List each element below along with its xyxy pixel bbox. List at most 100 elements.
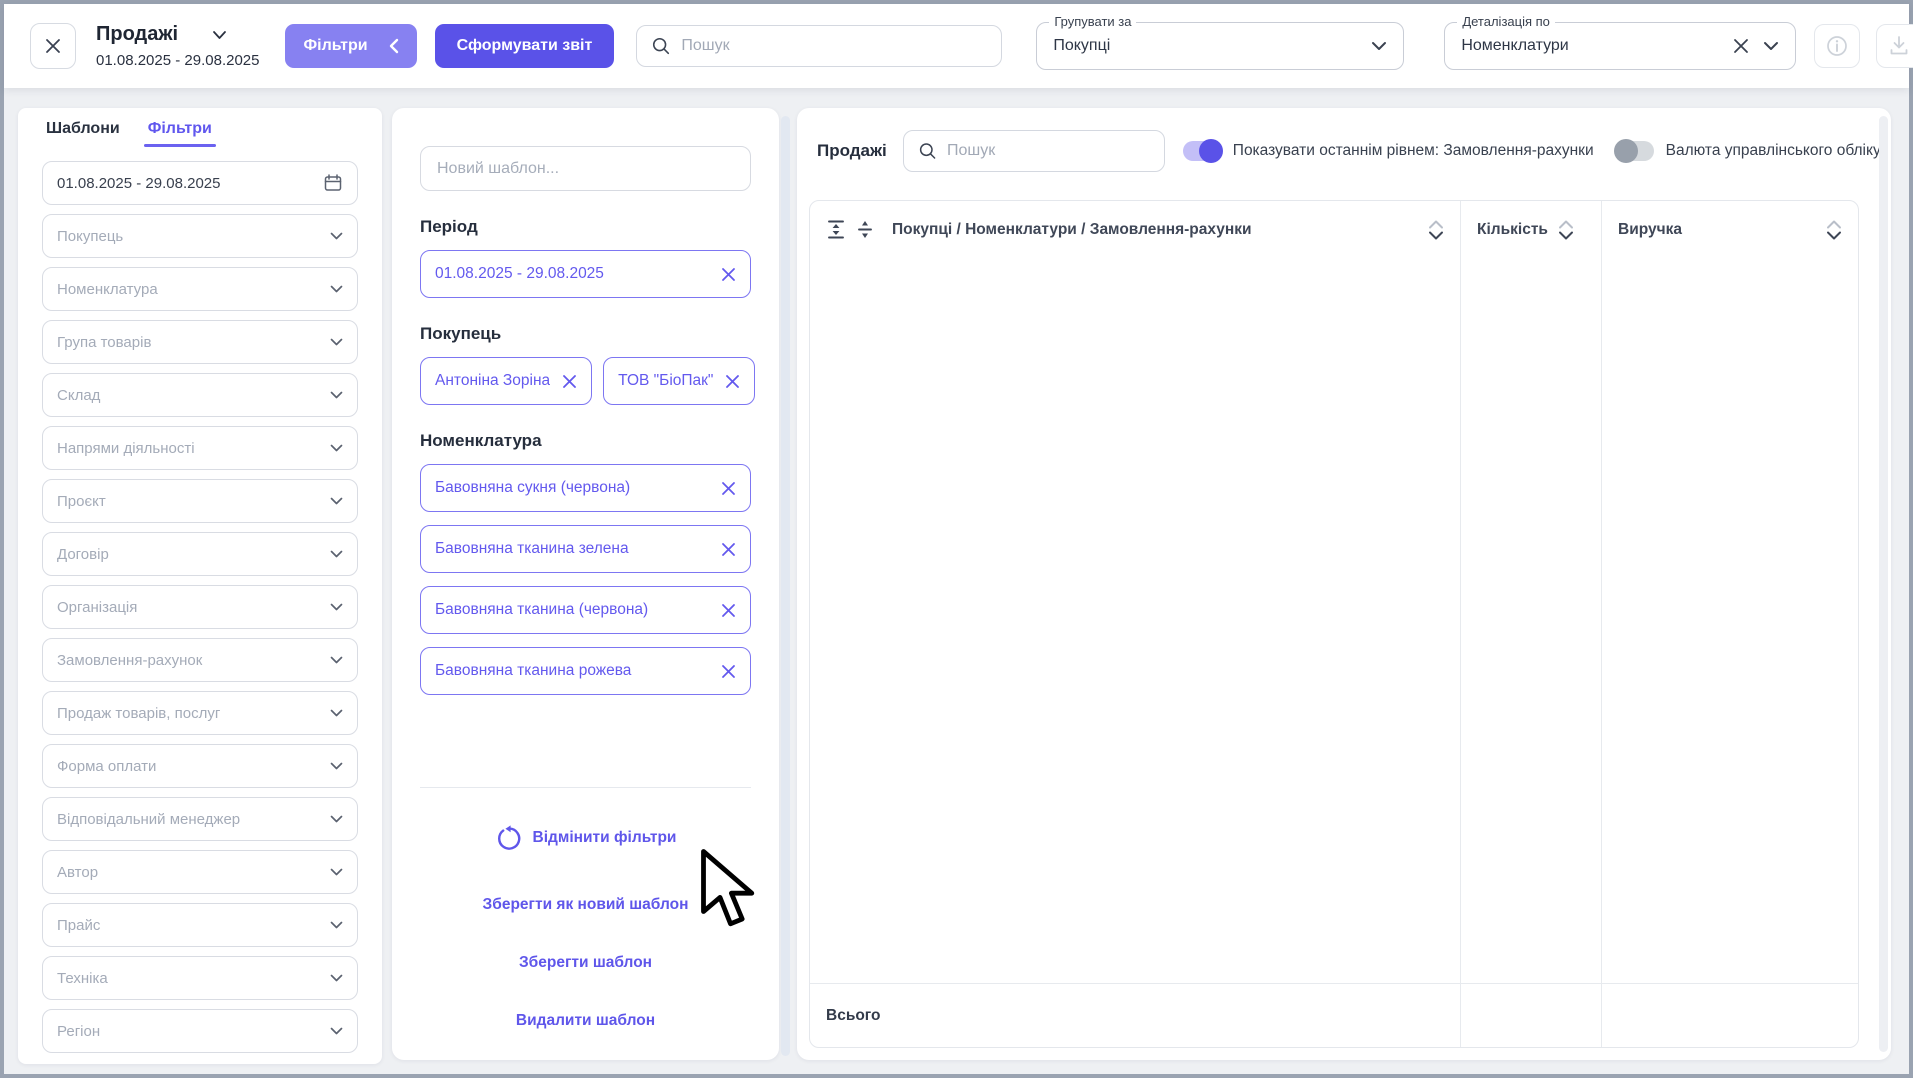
- sort-control[interactable]: [1558, 220, 1574, 240]
- save-as-new-template-button[interactable]: Зберегти як новий шаблон: [483, 896, 689, 914]
- chevron-down-icon: [330, 285, 343, 293]
- global-search-input[interactable]: [681, 37, 988, 55]
- filter-placeholder: Регіон: [57, 1022, 101, 1040]
- filter-select-activity[interactable]: Напрями діяльності: [42, 426, 358, 470]
- download-button[interactable]: [1876, 24, 1913, 68]
- chevron-down-icon: [1372, 42, 1387, 50]
- filter-select-contract[interactable]: Договір: [42, 532, 358, 576]
- template-panel-scrollbar[interactable]: [781, 116, 790, 1056]
- reset-filters-label: Відмінити фільтри: [532, 829, 677, 846]
- chip-label: ТОВ "БіоПак": [618, 372, 714, 389]
- date-range-field[interactable]: 01.08.2025 - 29.08.2025: [42, 161, 358, 205]
- close-icon: [722, 603, 735, 617]
- filters-toggle-button[interactable]: Фільтри: [285, 24, 417, 68]
- tab-templates[interactable]: Шаблони: [46, 120, 120, 137]
- chip-nomenclature: Бавовняна тканина (червона): [420, 586, 751, 634]
- template-panel: Період 01.08.2025 - 29.08.2025 Покупець …: [392, 108, 779, 1060]
- calendar-icon: [324, 174, 342, 191]
- chip-remove-button[interactable]: [562, 374, 577, 389]
- last-level-toggle[interactable]: [1182, 139, 1223, 163]
- management-currency-toggle[interactable]: [1613, 139, 1654, 163]
- detail-by-select[interactable]: Деталізація по Номенклатури: [1444, 14, 1797, 70]
- info-button[interactable]: [1814, 24, 1861, 68]
- filter-select-author[interactable]: Автор: [42, 850, 358, 894]
- date-range-value: 01.08.2025 - 29.08.2025: [57, 174, 221, 192]
- delete-template-button[interactable]: Видалити шаблон: [516, 1012, 655, 1030]
- new-template-input[interactable]: [420, 146, 751, 191]
- save-template-button[interactable]: Зберегти шаблон: [519, 954, 652, 972]
- filter-select-payment-form[interactable]: Форма оплати: [42, 744, 358, 788]
- filter-select-product-group[interactable]: Група товарів: [42, 320, 358, 364]
- filter-select-nomenclature[interactable]: Номенклатура: [42, 267, 358, 311]
- filter-placeholder: Автор: [57, 863, 99, 881]
- filter-placeholder: Замовлення-рахунок: [57, 651, 203, 669]
- chevron-down-icon: [330, 232, 343, 240]
- filter-select-manager[interactable]: Відповідальний менеджер: [42, 797, 358, 841]
- sidebar-tabs: Шаблони Фільтри: [42, 120, 358, 152]
- chip-remove-button[interactable]: [721, 664, 736, 679]
- chevron-down-icon: [330, 868, 343, 876]
- group-by-select[interactable]: Групувати за Покупці: [1036, 14, 1405, 70]
- sort-control[interactable]: [1826, 220, 1842, 240]
- chevron-down-icon: [330, 1027, 343, 1035]
- filter-select-sales-doc[interactable]: Продаж товарів, послуг: [42, 691, 358, 735]
- last-level-toggle-label: Показувати останнім рівнем: Замовлення-р…: [1232, 142, 1594, 159]
- table-body: [810, 258, 1858, 983]
- reset-filters-button[interactable]: Відмінити фільтри: [495, 825, 677, 851]
- chip-label: 01.08.2025 - 29.08.2025: [435, 265, 604, 282]
- filter-select-buyer[interactable]: Покупець: [42, 214, 358, 258]
- column-header-tree[interactable]: Покупці / Номенклатури / Замовлення-раху…: [810, 201, 1460, 258]
- save-template-label: Зберегти шаблон: [518, 954, 653, 971]
- filter-select-project[interactable]: Проєкт: [42, 479, 358, 523]
- sort-asc-icon: [1827, 220, 1841, 228]
- management-currency-toggle-label: Валюта управлінського обліку: [1665, 142, 1881, 159]
- filter-select-warehouse[interactable]: Склад: [42, 373, 358, 417]
- generate-report-button[interactable]: Сформувати звіт: [434, 24, 615, 68]
- filter-select-equipment[interactable]: Техніка: [42, 956, 358, 1000]
- chevron-down-icon[interactable]: [212, 30, 227, 40]
- chevron-down-icon: [330, 338, 343, 346]
- footer-total-label: Всього: [826, 1006, 881, 1024]
- chip-remove-button[interactable]: [725, 374, 740, 389]
- table-footer: Всього: [810, 983, 1858, 1047]
- filter-placeholder: Склад: [57, 386, 101, 404]
- filter-select-order-invoice[interactable]: Замовлення-рахунок: [42, 638, 358, 682]
- filter-select-region[interactable]: Регіон: [42, 1009, 358, 1053]
- chip-buyer: Антоніна Зоріна: [420, 357, 593, 405]
- table-body-quantity-column: [1460, 258, 1601, 983]
- chip-remove-button[interactable]: [721, 481, 736, 496]
- report-toolbar: Продажі Показувати останнім рівнем: Замо…: [809, 130, 1881, 172]
- filter-placeholder: Прайс: [57, 916, 101, 934]
- chip-remove-button[interactable]: [721, 542, 736, 557]
- close-report-button[interactable]: [30, 23, 76, 69]
- close-icon: [722, 267, 735, 281]
- sort-control[interactable]: [1428, 220, 1444, 240]
- report-panel: Продажі Показувати останнім рівнем: Замо…: [797, 108, 1891, 1060]
- chip-label: Бавовняна тканина зелена: [435, 540, 629, 557]
- filter-placeholder: Договір: [57, 545, 109, 563]
- actions-divider: [420, 787, 751, 788]
- chip-remove-button[interactable]: [721, 603, 736, 618]
- sort-asc-icon: [1558, 220, 1573, 228]
- report-search: [902, 130, 1165, 172]
- column-header-revenue[interactable]: Виручка: [1601, 201, 1858, 258]
- filter-select-organization[interactable]: Організація: [42, 585, 358, 629]
- chevron-down-icon: [330, 762, 343, 770]
- report-panel-scrollbar[interactable]: [1879, 116, 1888, 1052]
- search-icon: [653, 37, 670, 55]
- filter-placeholder: Проєкт: [57, 492, 106, 510]
- chip-remove-button[interactable]: [721, 267, 736, 282]
- report-title-block: Продажі 01.08.2025 - 29.08.2025: [96, 23, 259, 69]
- chip-nomenclature: Бавовняна сукня (червона): [420, 464, 751, 512]
- tab-filters[interactable]: Фільтри: [143, 120, 216, 147]
- sort-desc-icon: [1558, 231, 1573, 239]
- report-search-input[interactable]: [947, 142, 1150, 160]
- column-header-quantity[interactable]: Кількість: [1460, 201, 1601, 258]
- detail-by-clear-button[interactable]: [1733, 38, 1749, 54]
- expand-all-icon[interactable]: [826, 220, 846, 239]
- chevron-down-icon: [330, 656, 343, 664]
- chip-nomenclature: Бавовняна тканина зелена: [420, 525, 751, 573]
- close-icon: [722, 542, 735, 556]
- collapse-all-icon[interactable]: [856, 220, 874, 239]
- filter-select-price[interactable]: Прайс: [42, 903, 358, 947]
